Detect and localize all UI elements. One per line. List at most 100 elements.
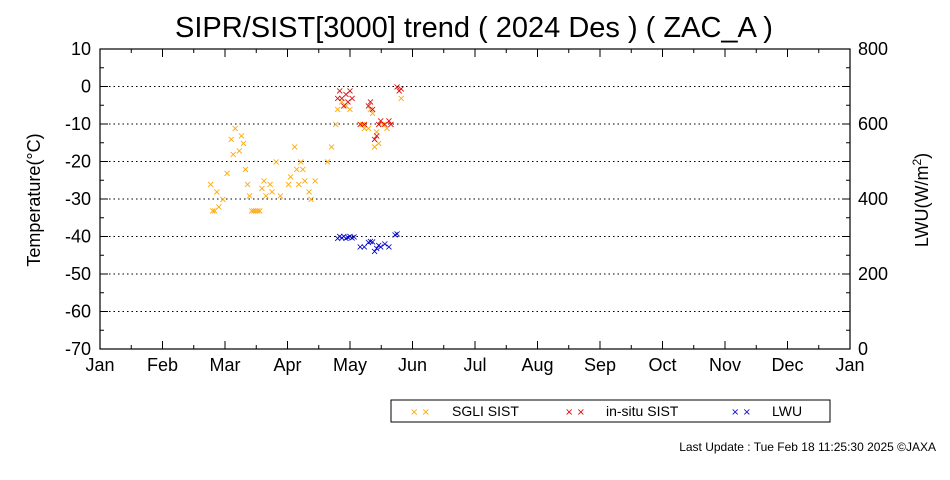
point-in-situ-sist: ×	[338, 93, 346, 104]
legend-label-sgli: SGLI SIST	[452, 403, 519, 419]
y-tick-label: -50	[65, 264, 91, 284]
point-sgli-sist: ×	[209, 206, 217, 217]
point-sgli-sist: ×	[301, 176, 309, 187]
legend-box	[390, 399, 831, 423]
y-tick-label: -10	[65, 114, 91, 134]
y2-tick-label: 200	[858, 264, 888, 284]
point-sgli-sist: ×	[254, 206, 262, 217]
axis-ticks	[99, 48, 851, 350]
x-tick-label: Nov	[709, 355, 741, 375]
point-sgli-sist: ×	[227, 135, 235, 146]
legend-marker-lwu: × ×	[731, 407, 751, 418]
point-sgli-sist: ×	[215, 202, 223, 213]
y-axis-title: Temperature(°C)	[24, 133, 44, 266]
point-lwu: ×	[368, 237, 376, 248]
point-sgli-sist: ×	[249, 206, 257, 217]
point-in-situ-sist: ×	[395, 86, 403, 97]
point-lwu: ×	[370, 246, 378, 257]
y-tick-label: -30	[65, 189, 91, 209]
point-sgli-sist: ×	[327, 142, 335, 153]
point-sgli-sist: ×	[366, 105, 374, 116]
point-sgli-sist: ×	[211, 206, 219, 217]
y2-tick-label: 800	[858, 39, 888, 59]
point-sgli-sist: ×	[229, 150, 237, 161]
legend-marker-sgli: × ×	[410, 407, 430, 418]
point-sgli-sist: ×	[311, 176, 319, 187]
point-lwu: ×	[381, 239, 389, 250]
y2-tick-label: 400	[858, 189, 888, 209]
point-sgli-sist: ×	[241, 165, 249, 176]
point-lwu: ×	[334, 234, 342, 245]
point-sgli-sist: ×	[290, 142, 298, 153]
x-tick-label: Aug	[521, 355, 553, 375]
y2-axis-title-main: LWU(W/m	[912, 166, 932, 248]
point-sgli-sist: ×	[299, 165, 307, 176]
point-in-situ-sist: ×	[374, 120, 382, 131]
point-sgli-sist: ×	[295, 180, 303, 191]
gridlines	[100, 86, 850, 312]
y2-axis-tick-labels: 800 600 400 200 0	[858, 39, 888, 359]
point-in-situ-sist: ×	[381, 120, 389, 131]
point-sgli-sist: ×	[206, 180, 214, 191]
point-sgli-sist: ×	[297, 157, 305, 168]
x-tick-label: Oct	[648, 355, 676, 375]
point-sgli-sist: ×	[323, 157, 331, 168]
point-sgli-sist: ×	[358, 120, 366, 131]
y-tick-label: -70	[65, 339, 91, 359]
point-sgli-sist: ×	[368, 108, 376, 119]
x-tick-label: Jul	[463, 355, 486, 375]
point-sgli-sist: ×	[374, 138, 382, 149]
point-lwu: ×	[348, 233, 356, 244]
point-sgli-sist: ×	[245, 191, 253, 202]
point-sgli-sist: ×	[334, 105, 342, 116]
point-in-situ-sist: ×	[364, 101, 372, 112]
point-lwu: ×	[364, 238, 372, 249]
point-sgli-sist: ×	[272, 157, 280, 168]
y-axis-tick-labels: 10 0 -10 -20 -30 -40 -50 -60 -70	[65, 39, 91, 359]
x-tick-label: Jan	[835, 355, 864, 375]
point-lwu: ×	[385, 242, 393, 253]
point-lwu: ×	[336, 231, 344, 242]
point-sgli-sist: ×	[247, 206, 255, 217]
point-lwu: ×	[338, 233, 346, 244]
point-sgli-sist: ×	[379, 120, 387, 131]
chart-title: SIPR/SIST[3000] trend ( 2024 Des ) ( ZAC…	[175, 12, 773, 44]
point-in-situ-sist: ×	[340, 101, 348, 112]
point-lwu: ×	[356, 242, 364, 253]
point-sgli-sist: ×	[235, 146, 243, 157]
point-in-situ-sist: ×	[336, 86, 344, 97]
point-in-situ-sist: ×	[393, 82, 401, 93]
point-sgli-sist: ×	[293, 165, 301, 176]
last-update-footer: Last Update : Tue Feb 18 11:25:30 2025 ©…	[679, 440, 936, 454]
x-tick-label: Mar	[210, 355, 241, 375]
point-in-situ-sist: ×	[344, 97, 352, 108]
point-in-situ-sist: ×	[370, 135, 378, 146]
point-sgli-sist: ×	[262, 191, 270, 202]
point-sgli-sist: ×	[346, 105, 354, 116]
point-lwu: ×	[374, 240, 382, 251]
point-sgli-sist: ×	[239, 138, 247, 149]
legend-label-lwu: LWU	[772, 403, 802, 419]
x-tick-label: May	[333, 355, 367, 375]
point-in-situ-sist: ×	[356, 120, 364, 131]
point-lwu: ×	[342, 234, 350, 245]
x-tick-label: Apr	[273, 355, 301, 375]
point-sgli-sist: ×	[258, 183, 266, 194]
data-points: ××××××××××××××××××××××××××××××××××××××××…	[206, 82, 405, 257]
point-sgli-sist: ×	[338, 97, 346, 108]
point-lwu: ×	[350, 232, 358, 243]
point-sgli-sist: ×	[286, 172, 294, 183]
point-sgli-sist: ×	[360, 123, 368, 134]
point-sgli-sist: ×	[237, 131, 245, 142]
x-axis-tick-labels: Jan Feb Mar Apr May Jun Jul Aug Sep Oct Nov Dec Jan	[85, 355, 864, 375]
y2-tick-label: 0	[858, 339, 868, 359]
point-in-situ-sist: ×	[346, 86, 354, 97]
point-lwu: ×	[360, 242, 368, 253]
point-sgli-sist: ×	[307, 195, 315, 206]
point-sgli-sist: ×	[342, 101, 350, 112]
point-sgli-sist: ×	[266, 180, 274, 191]
point-sgli-sist: ×	[268, 187, 276, 198]
point-in-situ-sist: ×	[348, 93, 356, 104]
point-in-situ-sist: ×	[385, 116, 393, 127]
